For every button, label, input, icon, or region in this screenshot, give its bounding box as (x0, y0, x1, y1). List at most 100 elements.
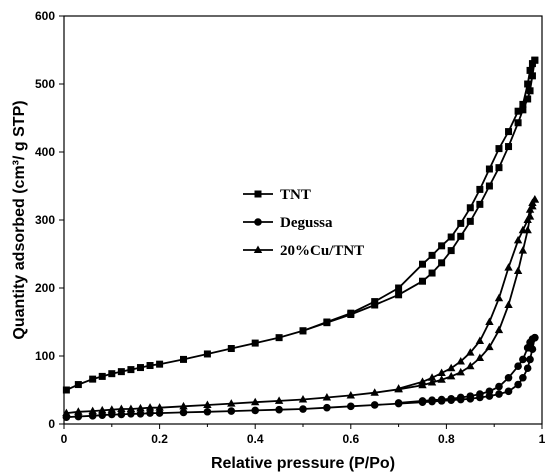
tnt-adsorption-point (89, 375, 97, 383)
tnt-desorption-point (395, 284, 403, 292)
x-axis-title: Relative pressure (P/Po) (211, 455, 395, 472)
degussa-adsorption-point (495, 390, 503, 398)
20-cu-tnt-adsorption-point (513, 266, 523, 274)
tnt-desorption-point (447, 233, 455, 241)
20-cu-tnt-adsorption-point (136, 403, 145, 412)
degussa-adsorption-point (299, 405, 307, 413)
20-cu-tnt-adsorption-point (475, 353, 485, 362)
20-cu-tnt-adsorption-point (518, 246, 528, 254)
20-cu-tnt-desorption-point (475, 336, 485, 345)
tnt-desorption-point (519, 100, 527, 108)
tnt-desorption-point (428, 251, 436, 259)
tnt-desorption-point (419, 260, 426, 268)
degussa-desorption-point (456, 393, 465, 402)
20-cu-tnt-desorption-point (446, 363, 456, 372)
tnt-desorption-point (505, 128, 513, 136)
legend-marker-tnt (254, 190, 262, 198)
degussa-desorption-point (476, 390, 484, 398)
20-cu-tnt-desorption-point (513, 235, 523, 244)
degussa-adsorption-point (514, 380, 522, 389)
tnt-desorption-point (371, 298, 379, 306)
y-axis-title: Quantity adsorbed (cm³/ g STP) (11, 100, 28, 339)
20-cu-tnt-desorption-point (456, 356, 465, 365)
20-cu-tnt-adsorption-point (251, 397, 260, 406)
legend-label-20-cu-tnt: 20%Cu/TNT (280, 243, 364, 259)
legend-marker-degussa (254, 218, 262, 226)
20-cu-tnt-adsorption-point (485, 342, 494, 351)
20-cu-tnt-adsorption-point (227, 399, 236, 407)
20-cu-tnt-desorption-point (528, 198, 537, 206)
20-cu-tnt-desorption-point (518, 225, 528, 234)
degussa-adsorption-point (323, 403, 331, 412)
tnt-adsorption-point (495, 164, 503, 172)
tnt-adsorption-point (485, 182, 493, 190)
x-tick-label: 0.8 (438, 432, 455, 446)
degussa-desorption-point (485, 387, 494, 396)
20-cu-tnt-desorption-point (525, 205, 535, 213)
tnt-desorption-point (526, 66, 534, 74)
degussa-adsorption-line (66, 337, 536, 419)
tnt-adsorption-point (526, 87, 534, 95)
20-cu-tnt-desorption-point (427, 373, 437, 381)
tnt-adsorption-point (74, 381, 82, 389)
y-tick-label: 500 (35, 77, 55, 91)
tnt-adsorption-point (117, 368, 125, 376)
tnt-desorption-point (495, 145, 503, 153)
tnt-adsorption-point (108, 370, 116, 378)
tnt-adsorption-point (528, 72, 536, 80)
20-cu-tnt-adsorption-point (98, 405, 107, 414)
tnt-desorption-point (485, 165, 493, 173)
degussa-adsorption-point (347, 402, 355, 411)
legend-marker-20-cu-tnt (253, 245, 263, 253)
tnt-desorption-line (302, 59, 536, 332)
tnt-adsorption-point (505, 143, 513, 151)
20-cu-tnt-adsorption-point (446, 371, 456, 380)
series-degussa (62, 333, 539, 422)
20-cu-tnt-desorption-point (494, 293, 504, 302)
series-tnt (62, 56, 539, 394)
20-cu-tnt-adsorption-point (155, 403, 164, 411)
series-layer (62, 56, 540, 422)
tnt-adsorption-point (466, 217, 474, 225)
tnt-adsorption-point (227, 345, 235, 353)
tnt-desorption-point (514, 107, 522, 115)
20-cu-tnt-adsorption-point (346, 390, 355, 399)
degussa-adsorption-point (275, 405, 283, 414)
degussa-desorption-point (514, 362, 522, 371)
20-cu-tnt-desorption-point (437, 368, 446, 376)
20-cu-tnt-desorption-point (466, 348, 475, 356)
degussa-desorption-point (394, 399, 403, 407)
tnt-adsorption-point (146, 362, 154, 370)
y-tick-label: 300 (35, 213, 55, 227)
20-cu-tnt-adsorption-point (126, 404, 136, 413)
degussa-adsorption-point (203, 407, 212, 416)
20-cu-tnt-adsorption-point (322, 392, 332, 401)
y-tick-label: 200 (35, 281, 55, 295)
20-cu-tnt-adsorption-point (274, 396, 284, 404)
tnt-desorption-point (466, 204, 474, 212)
tnt-adsorption-point (438, 259, 446, 267)
20-cu-tnt-desorption-point (504, 263, 513, 271)
degussa-adsorption-point (526, 355, 534, 364)
legend-label-degussa: Degussa (280, 215, 333, 231)
y-tick-label: 400 (35, 145, 55, 159)
series-20-cu-tnt (62, 195, 540, 417)
degussa-adsorption-point (504, 387, 513, 396)
x-tick-label: 0 (61, 432, 68, 446)
20-cu-tnt-adsorption-point (466, 361, 475, 370)
20-cu-tnt-adsorption-point (456, 367, 465, 376)
tnt-adsorption-point (275, 334, 283, 342)
y-tick-label: 600 (35, 9, 55, 23)
degussa-adsorption-point (370, 401, 379, 409)
degussa-adsorption-point (155, 409, 164, 417)
tnt-adsorption-point (98, 372, 106, 380)
20-cu-tnt-adsorption-point (117, 404, 126, 413)
degussa-desorption-point (437, 395, 446, 404)
degussa-desorption-line (398, 336, 536, 404)
degussa-adsorption-point (146, 409, 154, 417)
tnt-adsorption-point (476, 200, 484, 208)
x-tick-label: 0.2 (151, 432, 168, 446)
tnt-desorption-point (524, 80, 532, 88)
20-cu-tnt-adsorption-point (370, 388, 379, 396)
